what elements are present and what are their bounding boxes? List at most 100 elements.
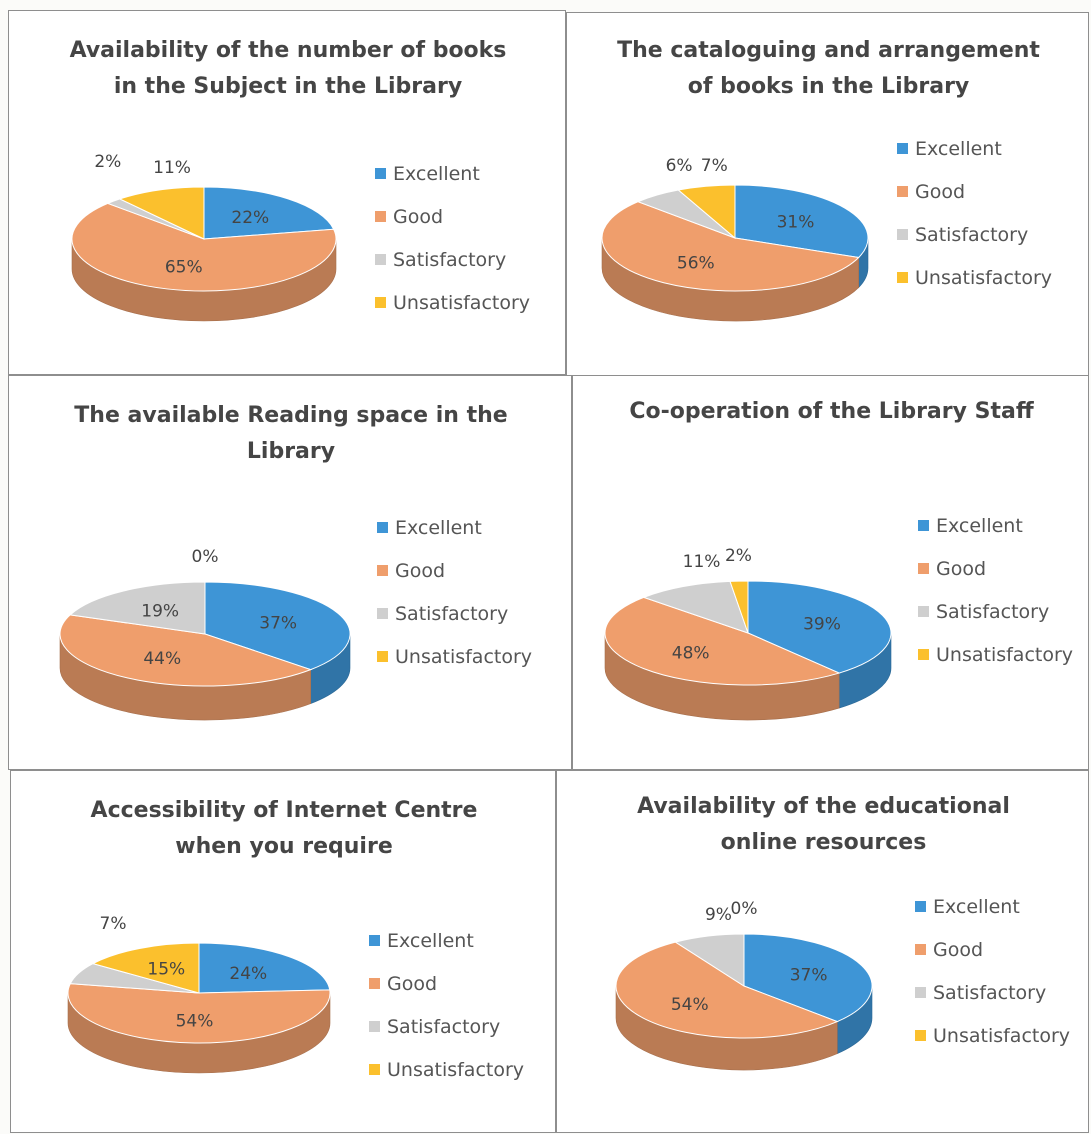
- pie-slice-excellent: [743, 933, 873, 1023]
- legend-label: Unsatisfactory: [387, 1058, 525, 1081]
- legend-label: Excellent: [915, 137, 1002, 160]
- legend-item-good: Good: [918, 547, 1073, 590]
- legend-label: Excellent: [393, 162, 480, 185]
- legend-item-unsatisfactory: Unsatisfactory: [369, 1048, 524, 1091]
- data-label-satisfactory: 7%: [100, 914, 127, 934]
- legend-swatch: [897, 272, 908, 283]
- legend-label: Satisfactory: [933, 981, 1047, 1004]
- legend-item-unsatisfactory: Unsatisfactory: [377, 635, 532, 678]
- legend-swatch: [915, 944, 926, 955]
- chart-title: The cataloguing and arrangement of books …: [617, 38, 1040, 99]
- chart-legend: Excellent Good Satisfactory Unsatisfactory: [897, 127, 1052, 299]
- legend-swatch: [369, 935, 380, 946]
- data-label-unsatisfactory: 0%: [731, 899, 758, 919]
- legend-item-unsatisfactory: Unsatisfactory: [897, 256, 1052, 299]
- legend-label: Good: [387, 972, 438, 995]
- legend-swatch: [918, 563, 929, 574]
- legend-swatch: [375, 254, 386, 265]
- legend-label: Satisfactory: [936, 600, 1050, 623]
- chart-title: Accessibility of Internet Centre when you…: [90, 798, 478, 859]
- data-label-good: 54%: [176, 1011, 214, 1031]
- data-label-unsatisfactory: 2%: [725, 546, 752, 566]
- data-label-unsatisfactory: 0%: [192, 547, 219, 567]
- data-label-satisfactory: 2%: [94, 152, 121, 172]
- chart-title: Availability of the educational online re…: [637, 794, 1010, 855]
- pie-slice-good: [59, 614, 313, 687]
- pie-slice-unsatisfactory: [729, 580, 749, 634]
- legend-label: Good: [395, 559, 446, 582]
- legend-label: Satisfactory: [393, 248, 507, 271]
- data-label-excellent: 37%: [259, 614, 297, 634]
- legend-swatch: [375, 211, 386, 222]
- legend-swatch: [915, 901, 926, 912]
- legend-item-satisfactory: Satisfactory: [897, 213, 1052, 256]
- data-label-good: 44%: [143, 649, 181, 669]
- legend-item-good: Good: [915, 928, 1070, 971]
- legend-label: Good: [933, 938, 984, 961]
- legend-label: Unsatisfactory: [393, 291, 531, 314]
- legend-item-excellent: Excellent: [897, 127, 1052, 170]
- legend-swatch: [375, 297, 386, 308]
- pie-slice-unsatisfactory: [118, 186, 205, 240]
- legend-label: Excellent: [387, 929, 474, 952]
- legend-item-excellent: Excellent: [369, 919, 524, 962]
- chart-panel: Accessibility of Internet Centre when you…: [10, 770, 556, 1133]
- pie-slice-excellent: [204, 581, 351, 671]
- pie-slice-excellent: [198, 942, 331, 994]
- legend-item-satisfactory: Satisfactory: [377, 592, 532, 635]
- legend-swatch: [918, 606, 929, 617]
- data-label-satisfactory: 9%: [705, 905, 732, 925]
- data-label-good: 65%: [165, 257, 203, 277]
- legend-item-excellent: Excellent: [377, 506, 532, 549]
- data-label-excellent: 37%: [790, 966, 828, 986]
- legend-item-good: Good: [369, 962, 524, 1005]
- legend-item-satisfactory: Satisfactory: [915, 971, 1070, 1014]
- pie-slice-good: [601, 201, 860, 292]
- legend-swatch: [369, 978, 380, 989]
- legend-item-unsatisfactory: Unsatisfactory: [375, 281, 530, 324]
- legend-item-satisfactory: Satisfactory: [369, 1005, 524, 1048]
- data-label-unsatisfactory: 15%: [147, 959, 185, 979]
- data-label-satisfactory: 19%: [141, 601, 179, 621]
- chart-legend: Excellent Good Satisfactory Unsatisfactory: [375, 152, 530, 324]
- data-label-satisfactory: 11%: [683, 552, 721, 572]
- legend-swatch: [915, 1030, 926, 1041]
- pie-chart: 39% 48% 11% 2%: [604, 546, 892, 721]
- legend-label: Satisfactory: [915, 223, 1029, 246]
- pie-slice-good: [604, 596, 841, 686]
- legend-swatch: [897, 229, 908, 240]
- legend-item-good: Good: [897, 170, 1052, 213]
- pie-chart: 37% 44% 19% 0%: [59, 547, 351, 721]
- legend-label: Excellent: [395, 516, 482, 539]
- pie-slice-good: [71, 202, 337, 292]
- chart-legend: Excellent Good Satisfactory Unsatisfactory: [369, 919, 524, 1091]
- data-label-good: 48%: [672, 644, 710, 664]
- legend-item-excellent: Excellent: [918, 504, 1073, 547]
- data-label-excellent: 22%: [231, 208, 269, 228]
- chart-legend: Excellent Good Satisfactory Unsatisfactory: [918, 504, 1073, 676]
- pie-slice-unsatisfactory: [91, 942, 200, 994]
- data-label-excellent: 39%: [803, 614, 841, 634]
- legend-swatch: [369, 1064, 380, 1075]
- legend-item-satisfactory: Satisfactory: [918, 590, 1073, 633]
- pie-slice-unsatisfactory: [677, 184, 736, 240]
- legend-swatch: [377, 522, 388, 533]
- data-label-good: 56%: [677, 254, 715, 274]
- legend-swatch: [377, 608, 388, 619]
- pie-slice-satisfactory: [642, 580, 749, 634]
- chart-panel: The cataloguing and arrangement of books …: [566, 12, 1089, 377]
- pie-slice-excellent: [734, 184, 869, 259]
- legend-swatch: [377, 565, 388, 576]
- chart-panel: The available Reading space in the Librar…: [8, 375, 572, 770]
- legend-swatch: [897, 186, 908, 197]
- data-label-satisfactory: 6%: [666, 156, 693, 176]
- legend-item-unsatisfactory: Unsatisfactory: [918, 633, 1073, 676]
- legend-item-excellent: Excellent: [915, 885, 1070, 928]
- data-label-excellent: 31%: [777, 213, 815, 233]
- legend-label: Excellent: [936, 514, 1023, 537]
- data-label-unsatisfactory: 11%: [153, 158, 191, 178]
- chart-legend: Excellent Good Satisfactory Unsatisfactory: [915, 885, 1070, 1057]
- legend-label: Satisfactory: [395, 602, 509, 625]
- chart-panel: Co-operation of the Library Staff 39% 48% 1…: [572, 375, 1089, 770]
